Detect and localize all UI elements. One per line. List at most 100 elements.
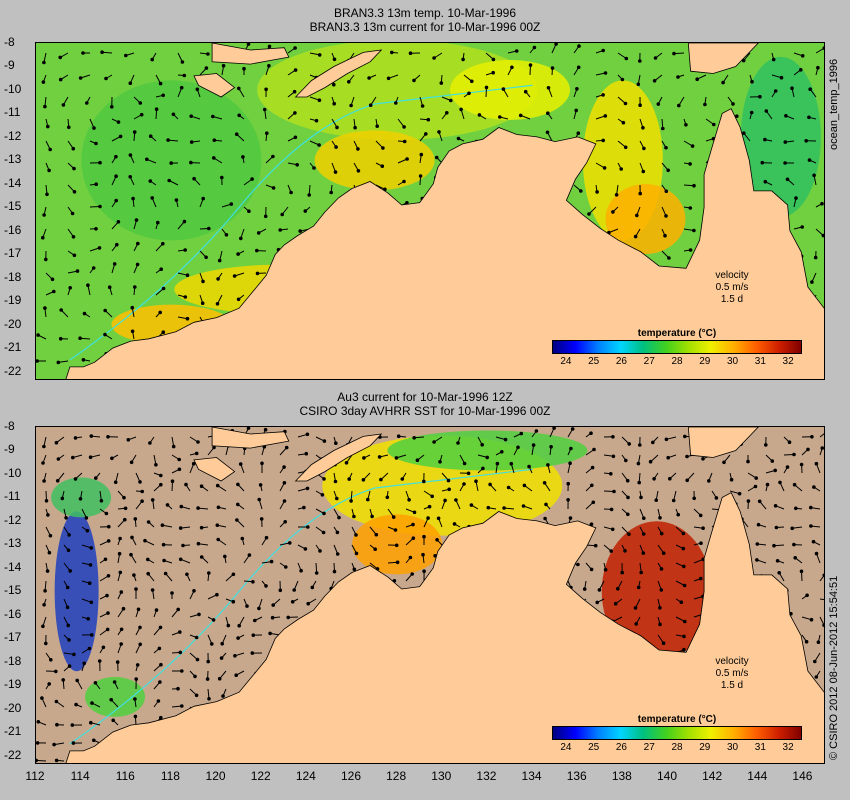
colorbar-tick: 29 bbox=[699, 356, 711, 367]
isobath-line bbox=[69, 84, 533, 361]
lat-tick: -11 bbox=[4, 105, 21, 120]
lon-tick: 146 bbox=[792, 769, 813, 783]
bottom-colorbar: temperature (°C) 24 25 26 27 28 29 30 31 32 bbox=[552, 714, 802, 753]
bottom-side-label: © CSIRO 2012 08-Jun-2012 15:54:51 bbox=[828, 575, 840, 760]
lon-axis: 112 114 116 118 120 122 124 126 128 130 132 134 136 1… bbox=[0, 770, 850, 786]
lon-tick: 128 bbox=[386, 769, 407, 783]
temperature-field bbox=[601, 521, 712, 662]
lat-tick: -8 bbox=[4, 419, 15, 433]
colorbar-tick: 29 bbox=[699, 742, 711, 753]
temperature-field bbox=[54, 511, 99, 672]
lat-tick: -20 bbox=[4, 316, 22, 331]
bottom-colorbar-title: temperature (°C) bbox=[637, 714, 717, 725]
lat-tick: -15 bbox=[4, 583, 22, 598]
lon-tick: 120 bbox=[205, 769, 226, 783]
top-map-panel bbox=[35, 42, 825, 380]
bottom-velocity-legend: velocity 0.5 m/s 1.5 d bbox=[702, 656, 762, 692]
lat-tick: -9 bbox=[4, 58, 15, 73]
lat-tick: -22 bbox=[4, 363, 22, 378]
lat-tick: -19 bbox=[4, 677, 22, 692]
top-lat-axis: -8 -9 -10 -11 -12 -13 -14 -15 -16 -17 -18 -19 -20 -21… bbox=[4, 36, 34, 380]
land-mass bbox=[193, 73, 236, 98]
bottom-velocity-label: velocity bbox=[715, 656, 749, 667]
top-side-label: ocean_temp_1996 bbox=[828, 58, 840, 150]
lon-tick: 144 bbox=[747, 769, 768, 783]
lon-tick: 140 bbox=[656, 769, 678, 783]
lon-tick: 116 bbox=[115, 769, 135, 783]
isobath-line bbox=[69, 468, 533, 745]
land-mass bbox=[193, 457, 236, 482]
top-velocity-time: 1.5 d bbox=[720, 294, 744, 305]
lat-tick: -21 bbox=[4, 340, 22, 355]
colorbar-tick: 26 bbox=[615, 356, 627, 367]
bottom-velocity-speed: 0.5 m/s bbox=[715, 668, 749, 679]
lat-tick: -18 bbox=[4, 269, 22, 284]
lat-tick: -9 bbox=[4, 442, 15, 457]
top-velocity-legend: velocity 0.5 m/s 1.5 d bbox=[702, 270, 762, 306]
top-velocity-label: velocity bbox=[715, 270, 749, 281]
colorbar-tick: 32 bbox=[782, 356, 794, 367]
top-title-line1: BRAN3.3 13m temp. 10-Mar-1996 bbox=[333, 6, 517, 20]
lat-tick: -20 bbox=[4, 700, 22, 715]
colorbar-tick: 31 bbox=[754, 356, 766, 367]
temperature-field bbox=[257, 43, 538, 140]
land-mass bbox=[294, 433, 383, 482]
top-velocity-speed: 0.5 m/s bbox=[715, 282, 749, 293]
land-mass bbox=[65, 492, 824, 763]
lat-tick: -19 bbox=[4, 293, 22, 308]
lat-tick: -21 bbox=[4, 724, 22, 739]
top-colorbar-title: temperature (°C) bbox=[637, 328, 717, 339]
land-mass bbox=[65, 108, 824, 379]
land-mass bbox=[211, 427, 290, 449]
lon-tick: 142 bbox=[702, 769, 723, 783]
land-mass bbox=[211, 43, 290, 65]
bottom-colorbar-gradient bbox=[552, 726, 802, 740]
temperature-field bbox=[314, 130, 435, 191]
lon-tick: 130 bbox=[431, 769, 452, 783]
colorbar-tick: 28 bbox=[671, 742, 683, 753]
lat-tick: -17 bbox=[4, 630, 22, 645]
temperature-field bbox=[387, 430, 588, 471]
lat-tick: -13 bbox=[4, 536, 22, 551]
land-mass bbox=[687, 427, 759, 458]
top-colorbar: temperature (°C) 24 25 26 27 28 29 30 31 32 bbox=[552, 328, 802, 367]
colorbar-tick: 30 bbox=[726, 742, 739, 753]
colorbar-tick: 25 bbox=[588, 742, 600, 753]
lon-tick: 126 bbox=[340, 769, 362, 783]
lat-tick: -15 bbox=[4, 199, 22, 214]
colorbar-tick: 31 bbox=[754, 742, 766, 753]
bottom-title-line1: Au3 current for 10-Mar-1996 12Z bbox=[337, 390, 513, 404]
lon-tick: 124 bbox=[295, 769, 316, 783]
lon-tick: 114 bbox=[70, 769, 90, 783]
bottom-map-panel bbox=[35, 426, 825, 764]
lat-tick: -11 bbox=[4, 489, 21, 504]
lat-tick: -14 bbox=[4, 175, 22, 190]
colorbar-tick: 25 bbox=[588, 356, 600, 367]
colorbar-tick: 32 bbox=[782, 742, 794, 753]
lat-tick: -12 bbox=[4, 512, 22, 527]
bottom-colorbar-ticks: 24 25 26 27 28 29 30 31 32 bbox=[552, 740, 802, 753]
lat-tick: -10 bbox=[4, 81, 22, 96]
top-title-line2: BRAN3.3 13m current for 10-Mar-1996 00Z bbox=[309, 20, 541, 34]
lat-tick: -16 bbox=[4, 606, 22, 621]
lat-tick: -16 bbox=[4, 222, 22, 237]
land-mass bbox=[687, 43, 759, 74]
lon-tick: 136 bbox=[566, 769, 587, 783]
colorbar-tick: 24 bbox=[560, 742, 572, 753]
lat-tick: -22 bbox=[4, 747, 22, 762]
bottom-map bbox=[36, 427, 824, 763]
lon-tick: 112 bbox=[25, 769, 45, 783]
lat-tick: -18 bbox=[4, 653, 22, 668]
lat-tick: -13 bbox=[4, 152, 22, 167]
colorbar-tick: 27 bbox=[643, 356, 655, 367]
colorbar-tick: 26 bbox=[615, 742, 627, 753]
lon-tick: 134 bbox=[521, 769, 542, 783]
top-colorbar-ticks: 24 25 26 27 28 29 30 31 32 bbox=[552, 354, 802, 367]
lat-tick: -10 bbox=[4, 465, 22, 480]
lon-tick: 122 bbox=[250, 769, 271, 783]
bottom-lat-axis: -8 -9 -10 -11 -12 -13 -14 -15 -16 -17 -18 -19 -20 -21… bbox=[4, 420, 34, 764]
colorbar-tick: 30 bbox=[726, 356, 739, 367]
lat-tick: -8 bbox=[4, 35, 15, 49]
colorbar-tick: 24 bbox=[560, 356, 572, 367]
lon-tick: 118 bbox=[160, 769, 180, 783]
